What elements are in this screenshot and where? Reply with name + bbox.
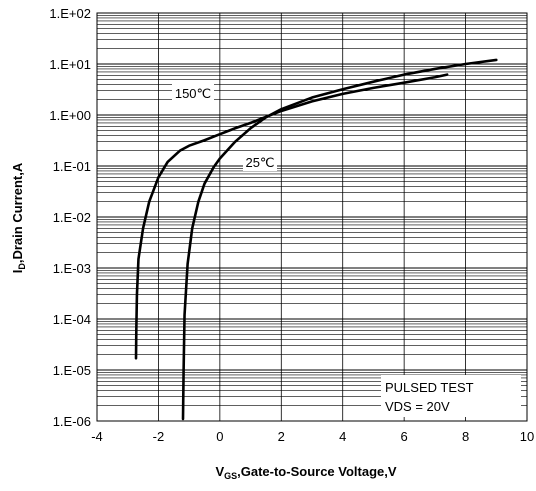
y-tick-label: 1.E-04 [53,312,91,327]
x-axis-label-rest: ,Gate-to-Source Voltage,V [237,464,397,479]
y-axis-label-rest: ,Drain Current,A [10,162,25,263]
x-tick-label: 10 [520,429,534,444]
y-tick-label: 1.E-01 [53,159,91,174]
series-150c-line [134,73,449,360]
x-axis-label: VGS,Gate-to-Source Voltage,V [215,464,396,481]
y-tick-label: 1.E-05 [53,363,91,378]
x-tick-label: 6 [401,429,408,444]
x-tick-label: 4 [339,429,346,444]
x-tick-label: 2 [278,429,285,444]
series-25c-line [181,58,498,421]
y-tick-label: 1.E-02 [53,210,91,225]
x-tick-label: 8 [462,429,469,444]
tick-labels: -4 -2 0 2 4 6 8 10 1.E+02 1.E+01 1.E+00 1.E-01 1.E-0… [49,6,534,444]
y-tick-label: 1.E+02 [49,6,91,21]
x-tick-label: -2 [153,429,165,444]
test-condition-line2: VDS = 20V [385,399,450,414]
test-condition-box [381,375,521,417]
y-axis-label-main: I [10,270,25,274]
y-axis-label-sub: D [17,263,27,270]
label-150c: 150℃ [175,86,211,101]
label-25c-bg [243,153,277,171]
x-tick-label: 0 [216,429,223,444]
y-tick-label: 1.E+00 [49,108,91,123]
test-condition-line1: PULSED TEST [385,380,474,395]
x-tick-label: -4 [91,429,103,444]
plot-frame [96,12,528,422]
label-150c-bg [172,84,214,102]
y-tick-label: 1.E-06 [53,414,91,429]
series-group [134,58,498,421]
y-axis-label: ID,Drain Current,A [10,162,27,273]
annotations: 150℃ 25℃ PULSED TEST VDS = 20V [172,84,521,417]
y-tick-label: 1.E-03 [53,261,91,276]
x-axis-label-main: V [215,464,224,479]
y-tick-label: 1.E+01 [49,57,91,72]
label-25c: 25℃ [245,155,274,170]
x-axis-label-sub: GS [224,471,237,481]
